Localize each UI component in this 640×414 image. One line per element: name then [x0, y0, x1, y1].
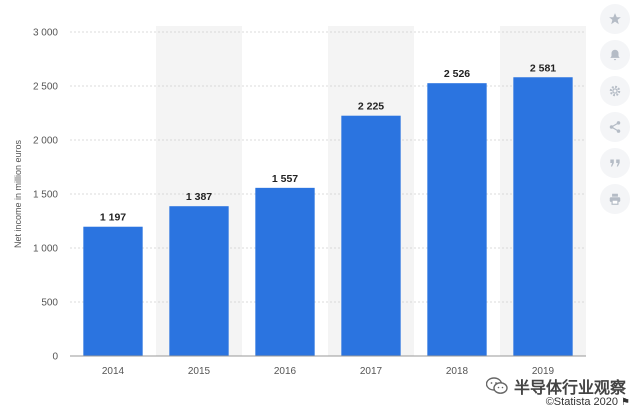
data-label: 1 197: [100, 212, 126, 224]
cite-button[interactable]: [600, 148, 630, 178]
bar-2015[interactable]: [169, 206, 229, 356]
y-tick-label: 1 000: [33, 244, 58, 255]
bar-2014[interactable]: [83, 226, 143, 356]
bar-2017[interactable]: [341, 115, 401, 356]
settings-button[interactable]: [600, 76, 630, 106]
y-axis-title: Net income in million euros: [13, 139, 23, 248]
watermark-text: 半导体行业观察: [514, 378, 627, 397]
print-icon: [609, 193, 621, 205]
bell-icon: [610, 49, 620, 61]
y-tick-label: 1 500: [33, 190, 58, 201]
data-label: 1 557: [272, 173, 298, 185]
y-tick-label: 2 500: [33, 82, 58, 93]
data-label: 2 581: [530, 62, 556, 74]
data-label: 2 225: [358, 101, 384, 113]
y-tick-label: 2 000: [33, 136, 58, 147]
y-tick-label: 500: [41, 298, 58, 309]
star-icon: [609, 13, 621, 25]
bookmark-button[interactable]: [600, 4, 630, 34]
source-credit[interactable]: ©Statista 2020 ⚑: [546, 396, 630, 408]
bar-2019[interactable]: [513, 77, 573, 356]
credit-text: ©Statista 2020: [545, 396, 619, 408]
gear-icon: [609, 85, 621, 97]
share-button[interactable]: [600, 112, 630, 142]
data-labels: 1 197 1 387 1 557 2 225 2 526 2 581: [100, 62, 556, 223]
flag-icon: ⚑: [621, 396, 630, 408]
wechat-icon: [486, 377, 508, 394]
x-axis-ticks: 2014 2015 2016 2017 2018 2019: [102, 366, 555, 377]
y-tick-label: 3 000: [33, 28, 58, 39]
x-tick-label: 2016: [274, 366, 297, 377]
data-label: 1 387: [186, 191, 212, 203]
quote-icon: [610, 159, 620, 167]
gridlines: [70, 31, 586, 303]
x-tick-label: 2017: [360, 366, 383, 377]
bars: [83, 77, 573, 356]
chart-toolbar: [598, 4, 632, 220]
bar-2016[interactable]: [255, 187, 315, 356]
x-tick-label: 2018: [446, 366, 469, 377]
bar-2018[interactable]: [427, 83, 487, 356]
x-tick-label: 2019: [532, 366, 555, 377]
x-tick-label: 2014: [102, 366, 125, 377]
print-button[interactable]: [600, 184, 630, 214]
bar-chart: 0 500 1 000 1 500 2 000 2 500 3 000 1 197 1 387…: [13, 26, 586, 377]
y-tick-label: 0: [52, 352, 58, 363]
data-label: 2 526: [444, 68, 470, 80]
watermark: 半导体行业观察: [486, 374, 626, 398]
share-icon: [609, 121, 621, 133]
y-axis-ticks: 0 500 1 000 1 500 2 000 2 500 3 000: [33, 28, 58, 363]
notification-button[interactable]: [600, 40, 630, 70]
x-tick-label: 2015: [188, 366, 211, 377]
